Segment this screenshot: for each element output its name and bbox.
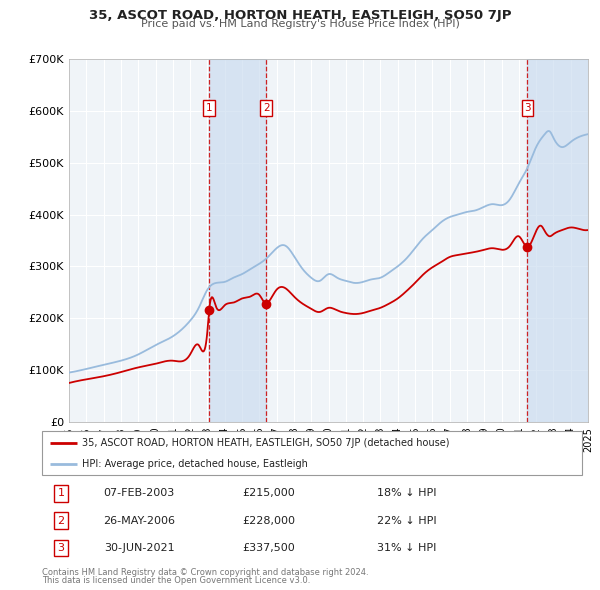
Text: 26-MAY-2006: 26-MAY-2006 [103,516,175,526]
Text: £337,500: £337,500 [242,543,295,553]
Text: £228,000: £228,000 [242,516,295,526]
Text: 31% ↓ HPI: 31% ↓ HPI [377,543,436,553]
Text: 1: 1 [58,489,64,499]
Text: 18% ↓ HPI: 18% ↓ HPI [377,489,436,499]
Text: £215,000: £215,000 [242,489,295,499]
Text: 3: 3 [524,103,531,113]
Text: HPI: Average price, detached house, Eastleigh: HPI: Average price, detached house, East… [83,459,308,469]
Text: Price paid vs. HM Land Registry's House Price Index (HPI): Price paid vs. HM Land Registry's House … [140,19,460,29]
Text: Contains HM Land Registry data © Crown copyright and database right 2024.: Contains HM Land Registry data © Crown c… [42,568,368,576]
Text: 35, ASCOT ROAD, HORTON HEATH, EASTLEIGH, SO50 7JP (detached house): 35, ASCOT ROAD, HORTON HEATH, EASTLEIGH,… [83,438,450,448]
Bar [209,59,266,422]
Text: 2: 2 [58,516,64,526]
Text: 3: 3 [58,543,64,553]
Text: 35, ASCOT ROAD, HORTON HEATH, EASTLEIGH, SO50 7JP: 35, ASCOT ROAD, HORTON HEATH, EASTLEIGH,… [89,9,511,22]
Text: 1: 1 [206,103,212,113]
Text: 22% ↓ HPI: 22% ↓ HPI [377,516,436,526]
Bar [527,59,588,422]
FancyBboxPatch shape [42,431,582,475]
Text: 30-JUN-2021: 30-JUN-2021 [104,543,175,553]
Text: 07-FEB-2003: 07-FEB-2003 [104,489,175,499]
Text: 2: 2 [263,103,269,113]
Text: This data is licensed under the Open Government Licence v3.0.: This data is licensed under the Open Gov… [42,576,310,585]
